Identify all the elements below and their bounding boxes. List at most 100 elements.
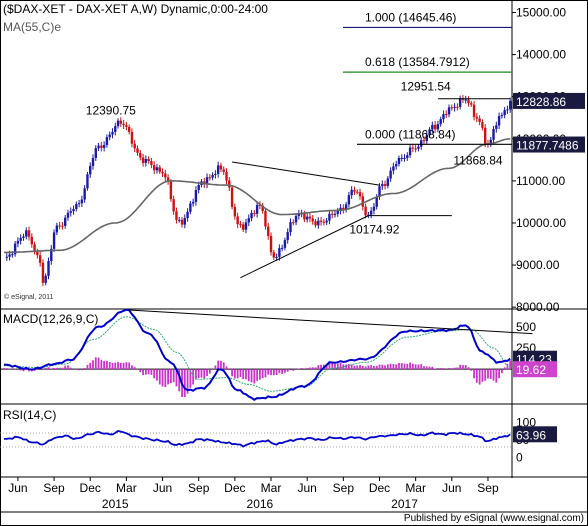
price-candle [420,137,423,150]
price-candle [166,174,170,185]
month-tick-label: Sep [333,481,355,495]
last-price-label: 12828.86 [516,95,566,109]
candle-body [38,255,42,263]
price-candle [208,174,212,181]
price-candle [478,115,481,126]
candle-body [66,212,70,218]
price-candle [383,180,387,190]
candle-body [139,152,142,158]
candle-body [211,174,214,178]
candle-body [280,247,284,249]
price-candle [122,119,125,129]
price-candle [317,217,320,229]
candle-body [63,217,67,226]
candle-body [169,181,173,200]
price-candle [397,155,401,167]
price-candle [47,257,50,280]
price-candle [436,120,440,133]
candle-body [152,165,156,171]
price-annotation: 12390.75 [86,103,136,117]
month-tick-label: Sep [477,481,499,495]
price-candle [336,207,339,217]
candle-body [16,240,20,244]
candle-body [372,206,376,211]
candle-body [30,236,34,245]
price-candle [111,128,114,139]
price-candle [216,161,220,178]
candle-body [472,104,476,117]
price-candle [61,222,64,230]
price-candle [242,221,245,233]
candle-body [336,210,339,214]
price-candle [495,121,498,133]
macd-line [3,308,511,401]
price-candle [350,186,353,199]
price-candle [55,222,59,236]
candle-body [61,225,64,227]
candle-body [25,230,28,237]
candle-body [83,188,86,200]
candle-body [102,144,106,148]
price-candle [369,207,373,219]
price-candle [425,131,428,145]
price-candle [214,170,217,179]
price-candle [186,208,189,222]
price-candle [261,202,264,214]
candle-body [191,201,195,204]
price-candle [180,216,184,228]
candle-body [303,213,306,220]
price-candle [239,220,242,228]
price-tick-label: 10000.00 [516,216,566,230]
price-tick-label: 8000.00 [516,300,560,314]
price-candle [164,169,167,182]
month-tick-label: Dec [369,481,390,495]
candle-body [150,161,153,166]
candle-body [481,121,484,128]
price-candle [222,166,225,175]
candle-body [369,210,373,215]
candle-body [503,110,506,116]
price-candle [394,160,398,170]
candle-body [325,220,328,223]
candle-body [91,157,95,166]
price-candle [367,211,370,219]
candle-body [414,148,417,150]
price-candle [33,241,36,255]
candle-body [172,199,175,212]
candle-body [80,199,84,204]
price-candle [361,192,365,211]
price-candle [50,245,53,265]
macd-signal-last-value: 19.62 [516,363,546,377]
candle-body [158,167,161,172]
candle-body [289,222,292,233]
price-candle [356,189,359,195]
price-candle [433,121,437,134]
candle-body [186,211,189,219]
candle-body [458,98,462,107]
price-candle [91,154,95,170]
candle-body [19,237,22,241]
candle-body [8,254,11,257]
candle-body [219,165,223,170]
price-candle [283,237,287,251]
month-tick-label: Dec [80,481,101,495]
price-candle [314,219,317,228]
candle-body [105,137,109,145]
candle-body [417,146,420,149]
candle-body [97,145,100,149]
candle-body [269,235,273,253]
rsi-last-value-box [513,426,557,443]
candle-body [22,236,25,238]
candle-body [13,243,17,255]
candle-body [205,177,209,185]
candle-body [127,126,131,132]
price-candle [506,105,509,114]
candle-body [197,184,200,191]
candle-body [225,171,228,181]
candle-body [367,214,370,216]
price-candle [225,168,228,185]
candle-body [144,158,148,163]
price-candle [280,244,284,252]
price-candle [428,127,431,138]
price-candle [492,126,495,143]
